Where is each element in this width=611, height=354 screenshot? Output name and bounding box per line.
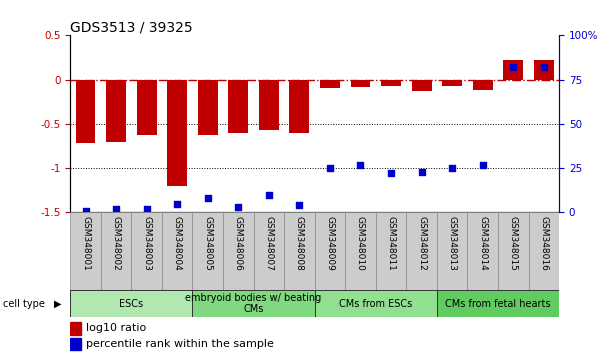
Bar: [529, 212, 559, 292]
Bar: [192, 290, 315, 317]
Bar: [315, 212, 345, 292]
Bar: [70, 212, 101, 292]
Point: [81, 208, 90, 213]
Text: GSM348015: GSM348015: [509, 216, 518, 270]
Bar: [467, 212, 498, 292]
Bar: [229, 80, 248, 133]
Bar: [254, 212, 284, 292]
Text: GSM348003: GSM348003: [142, 216, 151, 270]
Text: GSM348013: GSM348013: [448, 216, 456, 270]
Text: GSM348007: GSM348007: [265, 216, 273, 270]
Point: [539, 64, 549, 70]
Bar: [223, 212, 254, 292]
Point: [325, 165, 335, 171]
Point: [203, 195, 213, 201]
Bar: [198, 80, 218, 135]
Text: GSM348012: GSM348012: [417, 216, 426, 270]
Bar: [137, 80, 156, 135]
Bar: [101, 212, 131, 292]
Text: ▶: ▶: [54, 299, 61, 309]
Bar: [320, 80, 340, 88]
Point: [417, 169, 426, 175]
Bar: [192, 212, 223, 292]
Text: GDS3513 / 39325: GDS3513 / 39325: [70, 20, 193, 34]
Point: [386, 171, 396, 176]
Point: [172, 201, 182, 206]
Text: GSM348006: GSM348006: [234, 216, 243, 270]
Bar: [345, 212, 376, 292]
Bar: [437, 212, 467, 292]
Bar: [131, 212, 162, 292]
Bar: [106, 80, 126, 142]
Bar: [473, 80, 492, 90]
Bar: [498, 212, 529, 292]
Bar: [534, 60, 554, 80]
Point: [356, 162, 365, 167]
Point: [295, 202, 304, 208]
Bar: [259, 80, 279, 130]
Point: [264, 192, 274, 198]
Text: GSM348008: GSM348008: [295, 216, 304, 270]
Bar: [442, 80, 462, 86]
Bar: [70, 290, 192, 317]
Bar: [290, 80, 309, 133]
Bar: [167, 80, 187, 186]
Bar: [437, 290, 559, 317]
Point: [447, 165, 457, 171]
Point: [508, 64, 518, 70]
Bar: [412, 80, 431, 91]
Bar: [315, 290, 437, 317]
Text: GSM348011: GSM348011: [387, 216, 395, 270]
Text: GSM348010: GSM348010: [356, 216, 365, 270]
Text: GSM348016: GSM348016: [540, 216, 548, 270]
Bar: [70, 322, 81, 335]
Point: [233, 204, 243, 210]
Text: GSM348014: GSM348014: [478, 216, 487, 270]
Bar: [351, 80, 370, 87]
Bar: [376, 212, 406, 292]
Point: [142, 206, 152, 212]
Bar: [503, 60, 523, 80]
Bar: [162, 212, 192, 292]
Text: GSM348001: GSM348001: [81, 216, 90, 270]
Text: cell type: cell type: [3, 299, 45, 309]
Bar: [76, 80, 95, 143]
Text: ESCs: ESCs: [119, 298, 144, 309]
Text: GSM348005: GSM348005: [203, 216, 212, 270]
Bar: [406, 212, 437, 292]
Text: GSM348002: GSM348002: [112, 216, 120, 270]
Point: [478, 162, 488, 167]
Text: CMs from ESCs: CMs from ESCs: [339, 298, 412, 309]
Bar: [70, 338, 81, 350]
Text: GSM348004: GSM348004: [173, 216, 181, 270]
Text: GSM348009: GSM348009: [326, 216, 334, 270]
Text: percentile rank within the sample: percentile rank within the sample: [86, 339, 274, 349]
Text: log10 ratio: log10 ratio: [86, 323, 146, 333]
Bar: [381, 80, 401, 86]
Bar: [284, 212, 315, 292]
Point: [111, 206, 121, 212]
Text: CMs from fetal hearts: CMs from fetal hearts: [445, 298, 551, 309]
Text: embryoid bodies w/ beating
CMs: embryoid bodies w/ beating CMs: [186, 293, 321, 314]
